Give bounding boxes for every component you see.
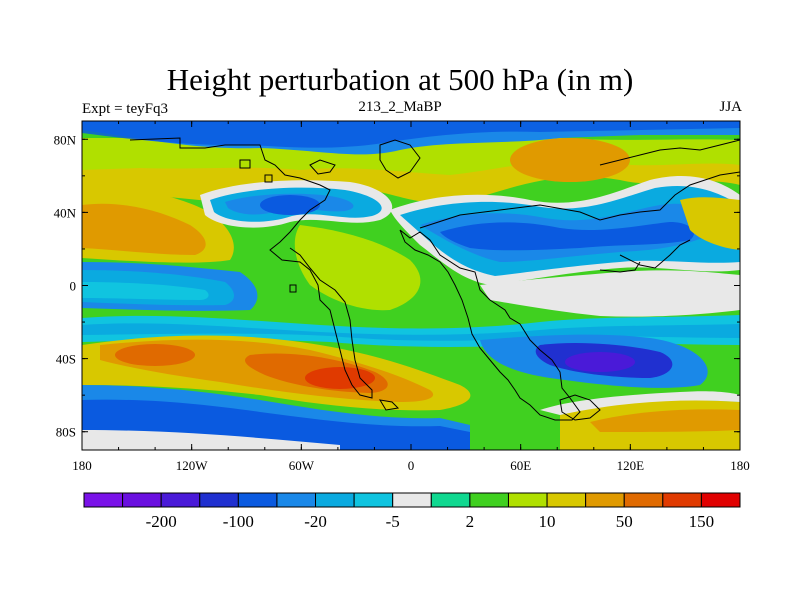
experiment-label: Expt = teyFq3 bbox=[82, 101, 168, 117]
y-tick-label: 40S bbox=[56, 352, 76, 367]
x-tick-label: 60W bbox=[289, 458, 315, 473]
colorbar-label: -100 bbox=[223, 512, 254, 531]
colorbar-swatch bbox=[122, 492, 162, 508]
contour-fill-layer bbox=[82, 121, 740, 450]
colorbar-swatch bbox=[662, 492, 702, 508]
y-tick-label: 80S bbox=[56, 425, 76, 440]
colorbar-label: 2 bbox=[466, 512, 475, 531]
y-tick-label: 40N bbox=[54, 205, 77, 220]
x-tick-label: 120W bbox=[176, 458, 209, 473]
colorbar-swatch bbox=[160, 492, 201, 508]
plot-title: Height perturbation at 500 hPa (in m) bbox=[166, 62, 634, 97]
colorbar-swatch bbox=[430, 492, 471, 508]
x-tick-label: 0 bbox=[408, 458, 415, 473]
coastline-layer bbox=[129, 137, 740, 421]
x-axis: 180 120W 60W 0 60E 120E 180 bbox=[72, 121, 750, 473]
colorbar-swatch bbox=[585, 492, 625, 508]
colorbar-swatch bbox=[507, 492, 548, 508]
colorbar-swatch bbox=[83, 492, 124, 508]
colorbar-swatch bbox=[353, 492, 394, 508]
x-tick-label: 180 bbox=[730, 458, 750, 473]
colorbar-swatch bbox=[469, 492, 509, 508]
colorbar-swatch bbox=[700, 492, 741, 508]
colorbar-label: 150 bbox=[689, 512, 715, 531]
colorbar-label: -5 bbox=[386, 512, 400, 531]
y-axis: 80N 40N 0 40S 80S bbox=[54, 132, 740, 440]
x-tick-label: 180 bbox=[72, 458, 92, 473]
colorbar-label: 50 bbox=[616, 512, 633, 531]
x-tick-label: 60E bbox=[510, 458, 531, 473]
colorbar-swatch bbox=[546, 492, 587, 508]
colorbar-swatch bbox=[392, 492, 432, 508]
x-tick-label: 120E bbox=[617, 458, 645, 473]
colorbar-swatch bbox=[199, 492, 239, 508]
colorbar-swatch bbox=[237, 492, 278, 508]
colorbar-label: 10 bbox=[539, 512, 556, 531]
colorbar-swatch bbox=[623, 492, 664, 508]
season-label: JJA bbox=[719, 99, 742, 115]
y-tick-label: 0 bbox=[70, 279, 77, 294]
colorbar-label: -20 bbox=[304, 512, 327, 531]
colorbar-swatch bbox=[276, 492, 317, 508]
y-tick-label: 80N bbox=[54, 132, 77, 147]
colorbar-label: -200 bbox=[146, 512, 177, 531]
run-label: 213_2_MaBP bbox=[358, 99, 442, 115]
colorbar-swatch bbox=[315, 492, 355, 508]
